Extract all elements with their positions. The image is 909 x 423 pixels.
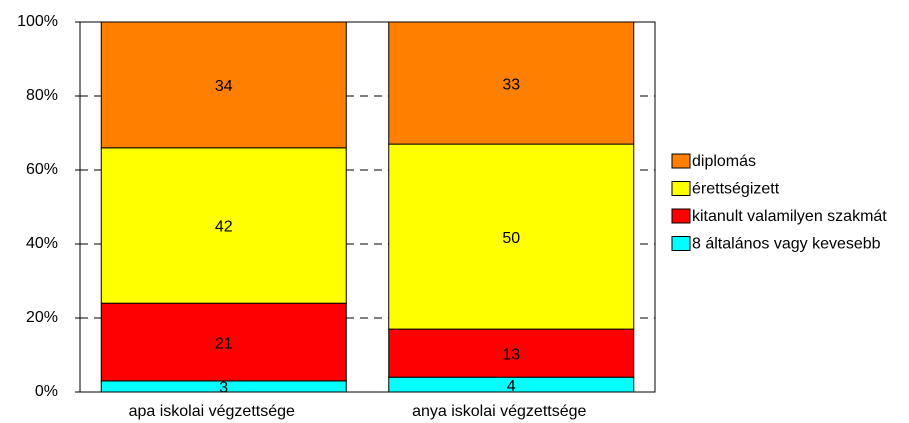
y-tick-label: 40% [26, 235, 58, 252]
legend-label: kitanult valamilyen szakmát [692, 208, 887, 225]
legend-label: érettségizett [692, 181, 780, 198]
y-tick-label: 60% [26, 161, 58, 178]
legend-swatch [671, 208, 691, 224]
y-tick-label: 0% [35, 383, 58, 400]
y-tick-label: 100% [17, 13, 58, 30]
plot-border [79, 21, 656, 393]
legend-swatch [671, 153, 691, 169]
y-tick-label: 80% [26, 87, 58, 104]
bar-segment [100, 302, 347, 382]
bar-segment [388, 143, 635, 330]
x-tick-label: apa iskolai végzettsége [129, 403, 295, 420]
y-tick-label: 20% [26, 309, 58, 326]
data-label: 4 [507, 378, 516, 395]
data-label: 34 [215, 78, 233, 95]
legend-swatch [671, 181, 691, 196]
data-label: 33 [502, 76, 520, 93]
data-label: 13 [502, 346, 520, 363]
legend-label: 8 általános vagy kevesebb [692, 236, 881, 253]
legend-swatch [671, 236, 691, 251]
legend-label: diplomás [692, 153, 756, 170]
bar-segment [388, 21, 635, 145]
data-label: 42 [215, 219, 233, 236]
x-tick-label: anya iskolai végzettsége [412, 403, 586, 420]
bar-segment [100, 147, 347, 304]
data-label: 50 [502, 230, 520, 247]
data-label: 21 [215, 335, 233, 352]
data-label: 3 [219, 380, 228, 397]
